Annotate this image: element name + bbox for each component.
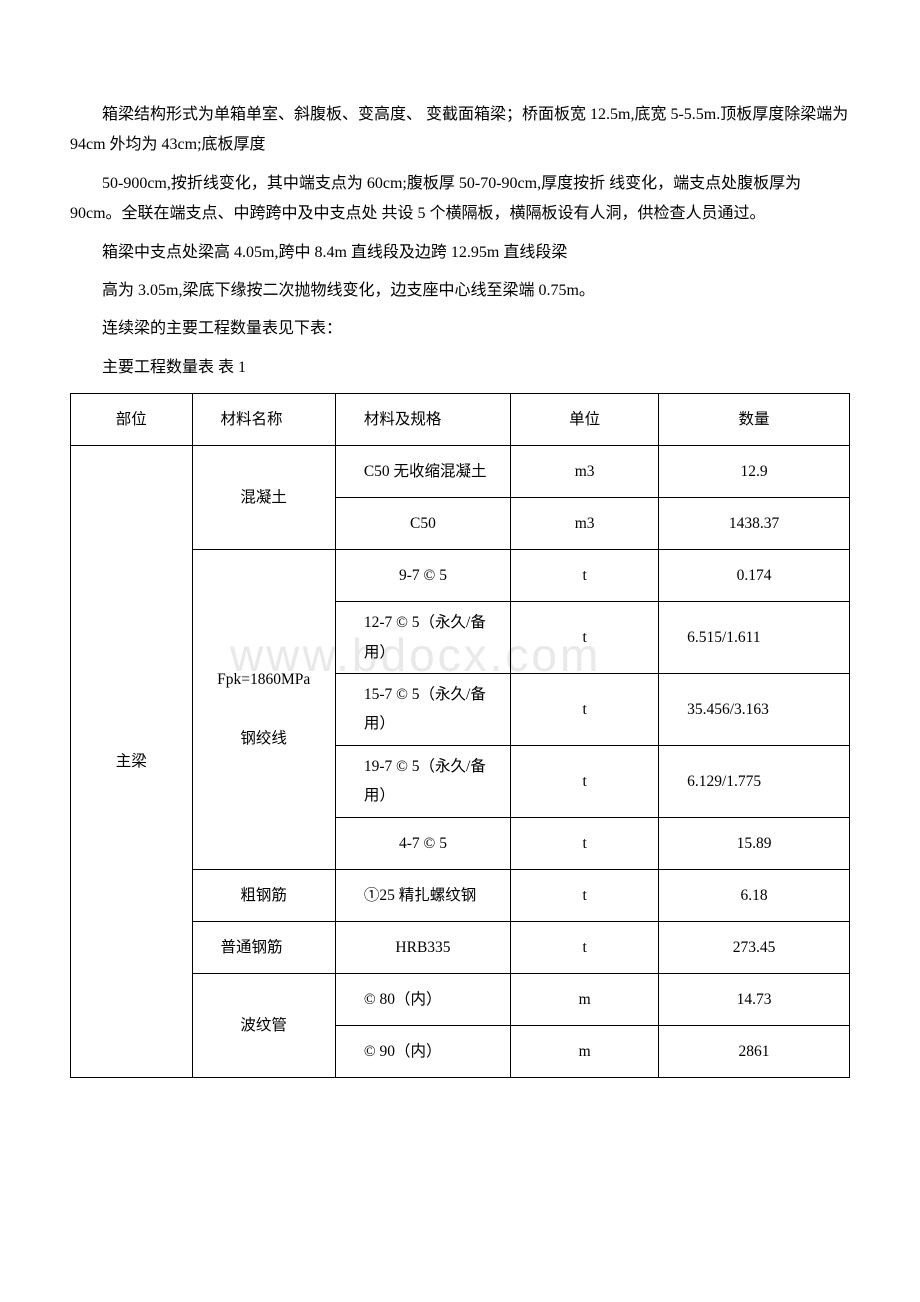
cell-unit: m — [511, 1025, 659, 1077]
cell-unit: t — [511, 602, 659, 674]
header-spec: 材料及规格 — [335, 394, 510, 446]
cell-name-line2: 钢绞线 — [240, 730, 287, 747]
cell-spec: © 90（内） — [335, 1025, 510, 1077]
cell-unit: m3 — [511, 446, 659, 498]
document-content: 箱梁结构形式为单箱单室、斜腹板、变高度、 变截面箱梁；桥面板宽 12.5m,底宽… — [70, 100, 850, 1078]
cell-name: Fpk=1860MPa 钢绞线 — [192, 550, 335, 870]
cell-name: 普通钢筋 — [192, 921, 335, 973]
cell-qty: 12.9 — [659, 446, 850, 498]
cell-spec: C50 — [335, 498, 510, 550]
cell-spec: C50 无收缩混凝土 — [335, 446, 510, 498]
paragraph-4: 高为 3.05m,梁底下缘按二次抛物线变化，边支座中心线至梁端 0.75m。 — [70, 276, 850, 306]
cell-qty: 6.515/1.611 — [659, 602, 850, 674]
paragraph-3: 箱梁中支点处梁高 4.05m,跨中 8.4m 直线段及边跨 12.95m 直线段… — [70, 238, 850, 268]
table-row: 主梁 混凝土 C50 无收缩混凝土 m3 12.9 — [71, 446, 850, 498]
header-unit: 单位 — [511, 394, 659, 446]
cell-unit: t — [511, 550, 659, 602]
table-header-row: 部位 材料名称 材料及规格 单位 数量 — [71, 394, 850, 446]
cell-spec: ①25 精扎螺纹钢 — [335, 869, 510, 921]
cell-unit: t — [511, 817, 659, 869]
cell-qty: 6.129/1.775 — [659, 745, 850, 817]
cell-unit: t — [511, 674, 659, 746]
cell-spec: © 80（内） — [335, 973, 510, 1025]
cell-name-line1: Fpk=1860MPa — [217, 671, 310, 688]
header-qty: 数量 — [659, 394, 850, 446]
cell-qty: 1438.37 — [659, 498, 850, 550]
cell-name: 混凝土 — [192, 446, 335, 550]
cell-qty: 0.174 — [659, 550, 850, 602]
cell-spec: 19-7 © 5（永久/备用） — [335, 745, 510, 817]
paragraph-1: 箱梁结构形式为单箱单室、斜腹板、变高度、 变截面箱梁；桥面板宽 12.5m,底宽… — [70, 100, 850, 161]
cell-qty: 6.18 — [659, 869, 850, 921]
cell-qty: 2861 — [659, 1025, 850, 1077]
paragraph-2: 50-900cm,按折线变化，其中端支点为 60cm;腹板厚 50-70-90c… — [70, 169, 850, 230]
cell-name: 粗钢筋 — [192, 869, 335, 921]
cell-qty: 35.456/3.163 — [659, 674, 850, 746]
cell-name: 波纹管 — [192, 973, 335, 1077]
quantity-table: 部位 材料名称 材料及规格 单位 数量 主梁 混凝土 C50 无收缩混凝土 m3… — [70, 393, 850, 1078]
cell-unit: m3 — [511, 498, 659, 550]
header-name: 材料名称 — [192, 394, 335, 446]
cell-unit: m — [511, 973, 659, 1025]
cell-spec: HRB335 — [335, 921, 510, 973]
cell-qty: 14.73 — [659, 973, 850, 1025]
paragraph-6: 主要工程数量表 表 1 — [70, 353, 850, 383]
cell-part: 主梁 — [71, 446, 193, 1078]
cell-unit: t — [511, 921, 659, 973]
cell-spec: 12-7 © 5（永久/备用） — [335, 602, 510, 674]
cell-unit: t — [511, 869, 659, 921]
cell-qty: 15.89 — [659, 817, 850, 869]
cell-spec: 15-7 © 5（永久/备用） — [335, 674, 510, 746]
cell-spec: 4-7 © 5 — [335, 817, 510, 869]
header-part: 部位 — [71, 394, 193, 446]
cell-qty: 273.45 — [659, 921, 850, 973]
paragraph-5: 连续梁的主要工程数量表见下表： — [70, 314, 850, 344]
cell-spec: 9-7 © 5 — [335, 550, 510, 602]
cell-unit: t — [511, 745, 659, 817]
